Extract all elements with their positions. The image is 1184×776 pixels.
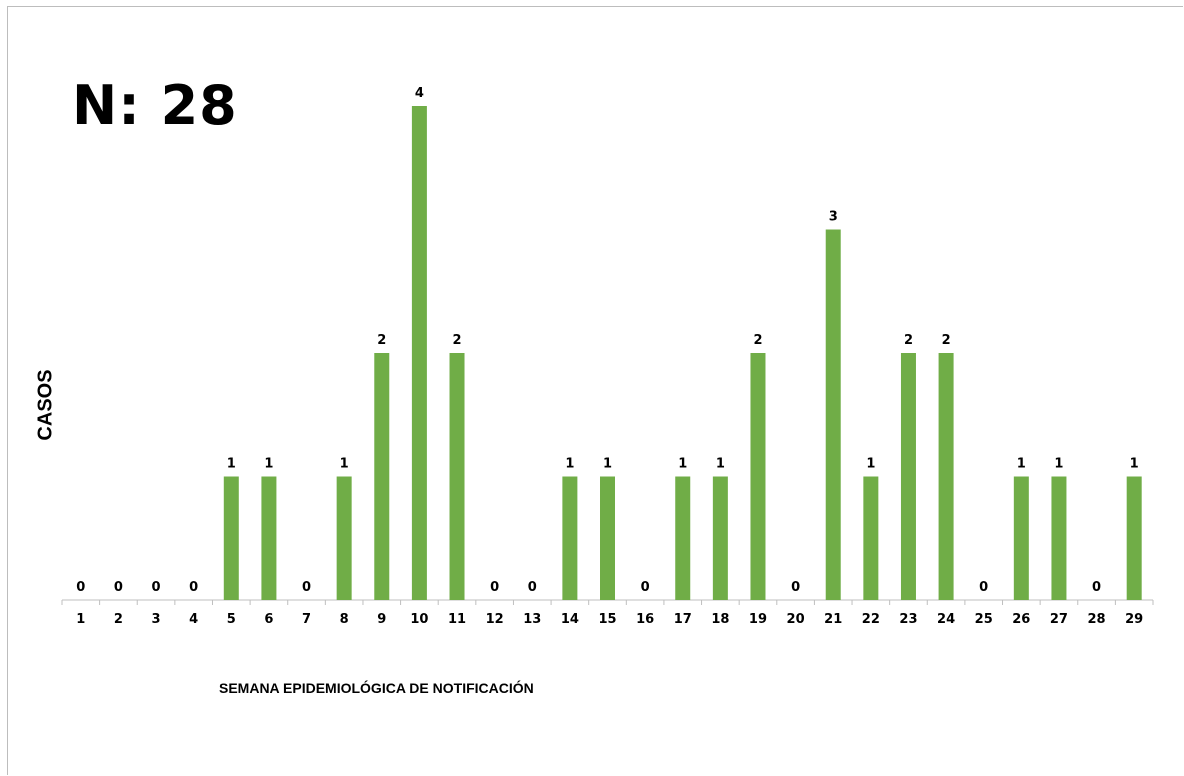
x-tick-label: 28 [1088,612,1106,627]
bar-value-label: 0 [641,580,650,595]
bar-value-label: 1 [866,457,875,472]
bar-value-label: 1 [603,457,612,472]
bar [712,476,728,600]
x-tick-label: 2 [114,612,123,627]
bar-value-label: 2 [377,333,386,348]
x-tick-label: 15 [598,612,616,627]
bar [261,476,277,600]
bar-value-label: 0 [76,580,85,595]
bar-value-label: 0 [152,580,161,595]
x-tick-label: 3 [152,612,161,627]
bar-value-label: 1 [227,457,236,472]
bar [1013,476,1029,600]
bar [411,106,427,600]
bar [900,353,916,600]
bar-value-label: 2 [904,333,913,348]
x-tick-label: 26 [1012,612,1030,627]
bar [374,353,390,600]
x-tick-label: 21 [824,612,842,627]
bar [750,353,766,600]
bar [1051,476,1067,600]
bar [863,476,879,600]
x-tick-label: 17 [674,612,692,627]
bar [336,476,352,600]
bar [938,353,954,600]
bar-value-label: 0 [979,580,988,595]
x-axis-label: SEMANA EPIDEMIOLÓGICA DE NOTIFICACIÓN [219,680,534,696]
bar-value-label: 1 [1130,457,1139,472]
x-tick-label: 29 [1125,612,1143,627]
x-tick-label: 20 [787,612,805,627]
bar [449,353,465,600]
bar-value-label: 0 [189,580,198,595]
x-tick-label: 23 [899,612,917,627]
bar-value-label: 1 [1054,457,1063,472]
x-tick-label: 6 [264,612,273,627]
bar [825,229,841,600]
bar-value-label: 2 [452,333,461,348]
bar [675,476,691,600]
x-tick-label: 24 [937,612,955,627]
bar-value-label: 2 [753,333,762,348]
bar-value-label: 0 [791,580,800,595]
bar-value-label: 0 [1092,580,1101,595]
bar-value-label: 1 [678,457,687,472]
bar [223,476,239,600]
bar-value-label: 4 [415,86,424,101]
bar [562,476,578,600]
x-tick-label: 1 [76,612,85,627]
bar-value-label: 0 [528,580,537,595]
bar-value-label: 1 [1017,457,1026,472]
x-tick-label: 4 [189,612,198,627]
bar-value-label: 0 [490,580,499,595]
bar-value-label: 2 [942,333,951,348]
bar [600,476,615,600]
total-cases-label: N: 28 [72,74,238,137]
x-tick-label: 7 [302,612,311,627]
x-tick-label: 27 [1050,612,1068,627]
bar-value-label: 1 [264,457,273,472]
x-tick-label: 5 [227,612,236,627]
x-tick-label: 10 [410,612,428,627]
bar-value-label: 3 [829,210,838,225]
bar-value-label: 1 [340,457,349,472]
x-tick-label: 11 [448,612,466,627]
x-tick-label: 9 [377,612,386,627]
bar-value-label: 1 [716,457,725,472]
x-tick-label: 12 [486,612,504,627]
bar [1126,476,1142,600]
bar-value-label: 1 [565,457,574,472]
x-tick-label: 25 [975,612,993,627]
x-tick-label: 8 [340,612,349,627]
x-tick-label: 14 [561,612,579,627]
x-tick-label: 13 [523,612,541,627]
x-tick-label: 22 [862,612,880,627]
x-tick-label: 19 [749,612,767,627]
bar-value-label: 0 [114,580,123,595]
bar-value-label: 0 [302,580,311,595]
x-tick-label: 18 [711,612,729,627]
chart-frame [7,6,1183,775]
x-tick-label: 16 [636,612,654,627]
